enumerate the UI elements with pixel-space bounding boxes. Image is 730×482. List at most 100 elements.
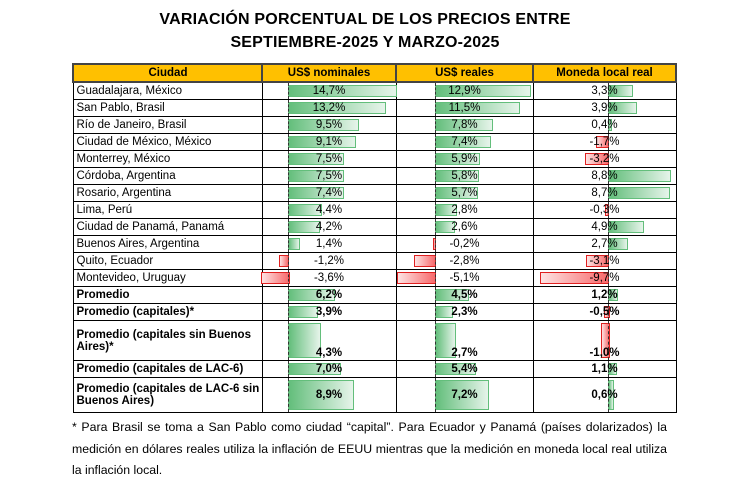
zero-axis (287, 100, 289, 116)
nominal-usd-cell: 9,5% (261, 116, 397, 134)
local-real-cell: 0,6% (532, 377, 677, 413)
value-label: 0,4% (591, 119, 618, 131)
value-label: 7,5% (315, 170, 343, 182)
value-label: 5,9% (451, 153, 478, 165)
zero-axis (434, 151, 436, 167)
zero-axis (434, 304, 436, 320)
nominal-usd-cell: 3,9% (261, 303, 397, 321)
value-label: 13,2% (312, 102, 346, 114)
zero-axis (287, 236, 289, 252)
zero-axis (607, 117, 609, 133)
value-label: 3,3% (591, 85, 618, 97)
positive-data-bar (434, 380, 490, 410)
local-real-cell: 3,9% (532, 99, 677, 117)
nominal-usd-cell: 7,0% (261, 360, 397, 378)
zero-axis (434, 100, 436, 116)
table-row: Promedio (capitales)* 3,9% 2,3% -0,5% (72, 303, 677, 321)
real-usd-cell: 4,5% (395, 286, 534, 304)
value-label: 4,5% (451, 289, 478, 301)
local-real-cell: 8,7% (532, 184, 677, 202)
local-real-cell: 1,1% (532, 360, 677, 378)
zero-axis (607, 219, 609, 235)
zero-axis (287, 185, 289, 201)
nominal-usd-cell: 8,9% (261, 377, 397, 413)
zero-axis (287, 361, 289, 377)
value-label: 7,8% (451, 119, 478, 131)
local-real-cell: 2,7% (532, 235, 677, 253)
value-label: -3,1% (589, 255, 620, 267)
value-label: 8,7% (591, 187, 618, 199)
value-label: -3,6% (313, 272, 345, 284)
real-usd-cell: 2,7% (395, 320, 534, 361)
zero-axis (607, 321, 609, 360)
local-real-cell: 4,9% (532, 218, 677, 236)
real-usd-cell: 11,5% (395, 99, 534, 117)
value-label: -0,5% (589, 306, 620, 318)
zero-axis (434, 219, 436, 235)
local-real-cell: 1,2% (532, 286, 677, 304)
city-cell: Lima, Perú (72, 201, 263, 219)
city-cell: Montevideo, Uruguay (72, 269, 263, 287)
table-row: Lima, Perú 4,4% 2,8% -0,3% (72, 201, 677, 219)
table-row: Guadalajara, México 14,7% 12,9% 3,3% (72, 81, 677, 100)
zero-axis (434, 117, 436, 133)
negative-data-bar (414, 255, 437, 267)
real-usd-cell: -0,2% (395, 235, 534, 253)
table-row: Promedio (capitales de LAC-6 sin Buenos … (72, 377, 677, 413)
value-label: -1,7% (589, 136, 620, 148)
value-label: -5,1% (449, 272, 480, 284)
zero-axis (607, 168, 609, 184)
value-label: 7,5% (315, 153, 343, 165)
value-label: -3,2% (589, 153, 620, 165)
real-usd-cell: 5,8% (395, 167, 534, 185)
value-label: 8,8% (591, 170, 618, 182)
local-real-cell: -3,1% (532, 252, 677, 270)
zero-axis (607, 83, 609, 99)
local-real-cell: 3,3% (532, 81, 677, 100)
city-cell: Quito, Ecuador (72, 252, 263, 270)
header-real-usd: US$ reales (395, 63, 534, 83)
real-usd-cell: 12,9% (395, 81, 534, 100)
nominal-usd-cell: 9,1% (261, 133, 397, 151)
value-label: 0,6% (591, 389, 618, 401)
value-label: 2,3% (451, 306, 478, 318)
header-city: Ciudad (72, 63, 263, 83)
value-label: 14,7% (312, 85, 346, 97)
nominal-usd-cell: 13,2% (261, 99, 397, 117)
zero-axis (434, 83, 436, 99)
city-cell: Promedio (72, 286, 263, 304)
city-cell: Guadalajara, México (72, 81, 263, 100)
negative-data-bar (261, 272, 290, 284)
zero-axis (434, 270, 436, 286)
zero-axis (607, 202, 609, 218)
table-row: Montevideo, Uruguay -3,6% -5,1% -9,7% (72, 269, 677, 287)
city-cell: Córdoba, Argentina (72, 167, 263, 185)
value-label: 1,4% (315, 238, 343, 250)
header-local-real: Moneda local real (532, 63, 677, 83)
value-label: 9,1% (315, 136, 343, 148)
zero-axis (434, 185, 436, 201)
negative-data-bar (595, 136, 610, 148)
city-cell: Río de Janeiro, Brasil (72, 116, 263, 134)
value-label: 5,4% (451, 363, 478, 375)
zero-axis (434, 253, 436, 269)
zero-axis (607, 361, 609, 377)
nominal-usd-cell: 7,4% (261, 184, 397, 202)
negative-data-bar (585, 153, 610, 165)
value-label: 5,8% (451, 170, 478, 182)
table-row: Promedio (capitales de LAC-6) 7,0% 5,4% 1,1… (72, 360, 677, 378)
zero-axis (607, 100, 609, 116)
city-cell: Promedio (capitales)* (72, 303, 263, 321)
zero-axis (287, 253, 289, 269)
real-usd-cell: 2,8% (395, 201, 534, 219)
city-cell: Ciudad de Panamá, Panamá (72, 218, 263, 236)
table-row: Promedio (capitales sin Buenos Aires)* 4,… (72, 320, 677, 361)
value-label: 8,9% (315, 389, 343, 401)
local-real-cell: -0,3% (532, 201, 677, 219)
nominal-usd-cell: 7,5% (261, 150, 397, 168)
real-usd-cell: -2,8% (395, 252, 534, 270)
city-cell: Rosario, Argentina (72, 184, 263, 202)
value-label: 4,9% (591, 221, 618, 233)
real-usd-cell: 7,2% (395, 377, 534, 413)
table-row: Ciudad de México, México 9,1% 7,4% -1,7% (72, 133, 677, 151)
